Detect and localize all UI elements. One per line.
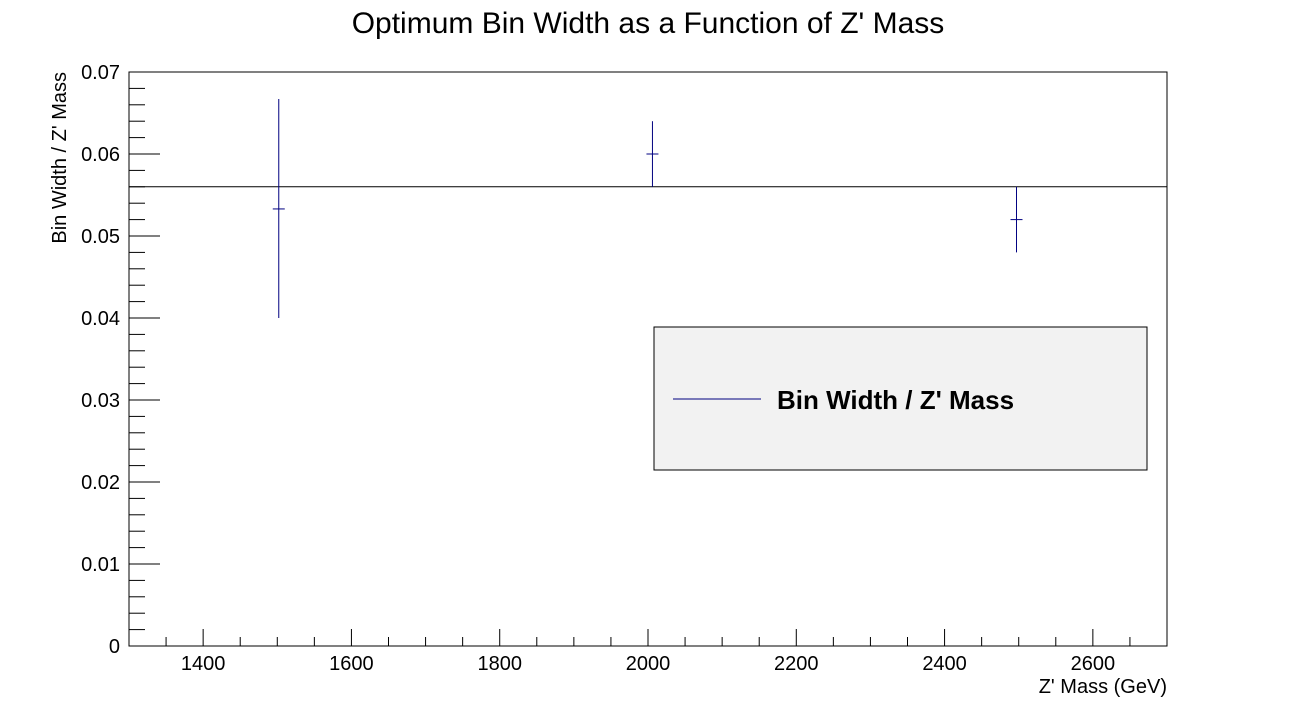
- x-tick-label: 1400: [181, 653, 226, 675]
- y-axis-label: Bin Width / Z' Mass: [49, 72, 71, 244]
- y-axis-tick-labels: 0 0.01 0.02 0.03 0.04 0.05 0.06 0.07: [81, 62, 120, 658]
- data-points: [272, 99, 1023, 318]
- x-tick-label: 2400: [922, 653, 967, 675]
- x-tick-label: 2000: [626, 653, 671, 675]
- legend-entry-label: Bin Width / Z' Mass: [777, 385, 1014, 415]
- y-axis-ticks: [129, 71, 160, 647]
- x-axis-label: Z' Mass (GeV): [1039, 676, 1167, 698]
- x-tick-label: 2600: [1071, 653, 1116, 675]
- y-tick-label: 0.07: [81, 62, 120, 84]
- data-point: [646, 121, 659, 187]
- x-tick-label: 1600: [329, 653, 374, 675]
- y-tick-label: 0: [109, 636, 120, 658]
- y-tick-label: 0.03: [81, 390, 120, 412]
- y-tick-label: 0.05: [81, 226, 120, 248]
- x-axis-ticks: [128, 629, 1168, 646]
- data-point: [1010, 186, 1023, 253]
- y-tick-label: 0.06: [81, 144, 120, 166]
- y-tick-label: 0.04: [81, 308, 120, 330]
- chart-title: Optimum Bin Width as a Function of Z' Ma…: [352, 7, 945, 40]
- x-tick-label: 1800: [477, 653, 522, 675]
- y-tick-label: 0.02: [81, 472, 120, 494]
- x-axis-tick-labels: 1400 1600 1800 2000 2200 2400 2600: [181, 653, 1115, 675]
- data-point: [272, 99, 285, 318]
- y-tick-label: 0.01: [81, 554, 120, 576]
- x-tick-label: 2200: [774, 653, 819, 675]
- legend: Bin Width / Z' Mass: [653, 326, 1148, 471]
